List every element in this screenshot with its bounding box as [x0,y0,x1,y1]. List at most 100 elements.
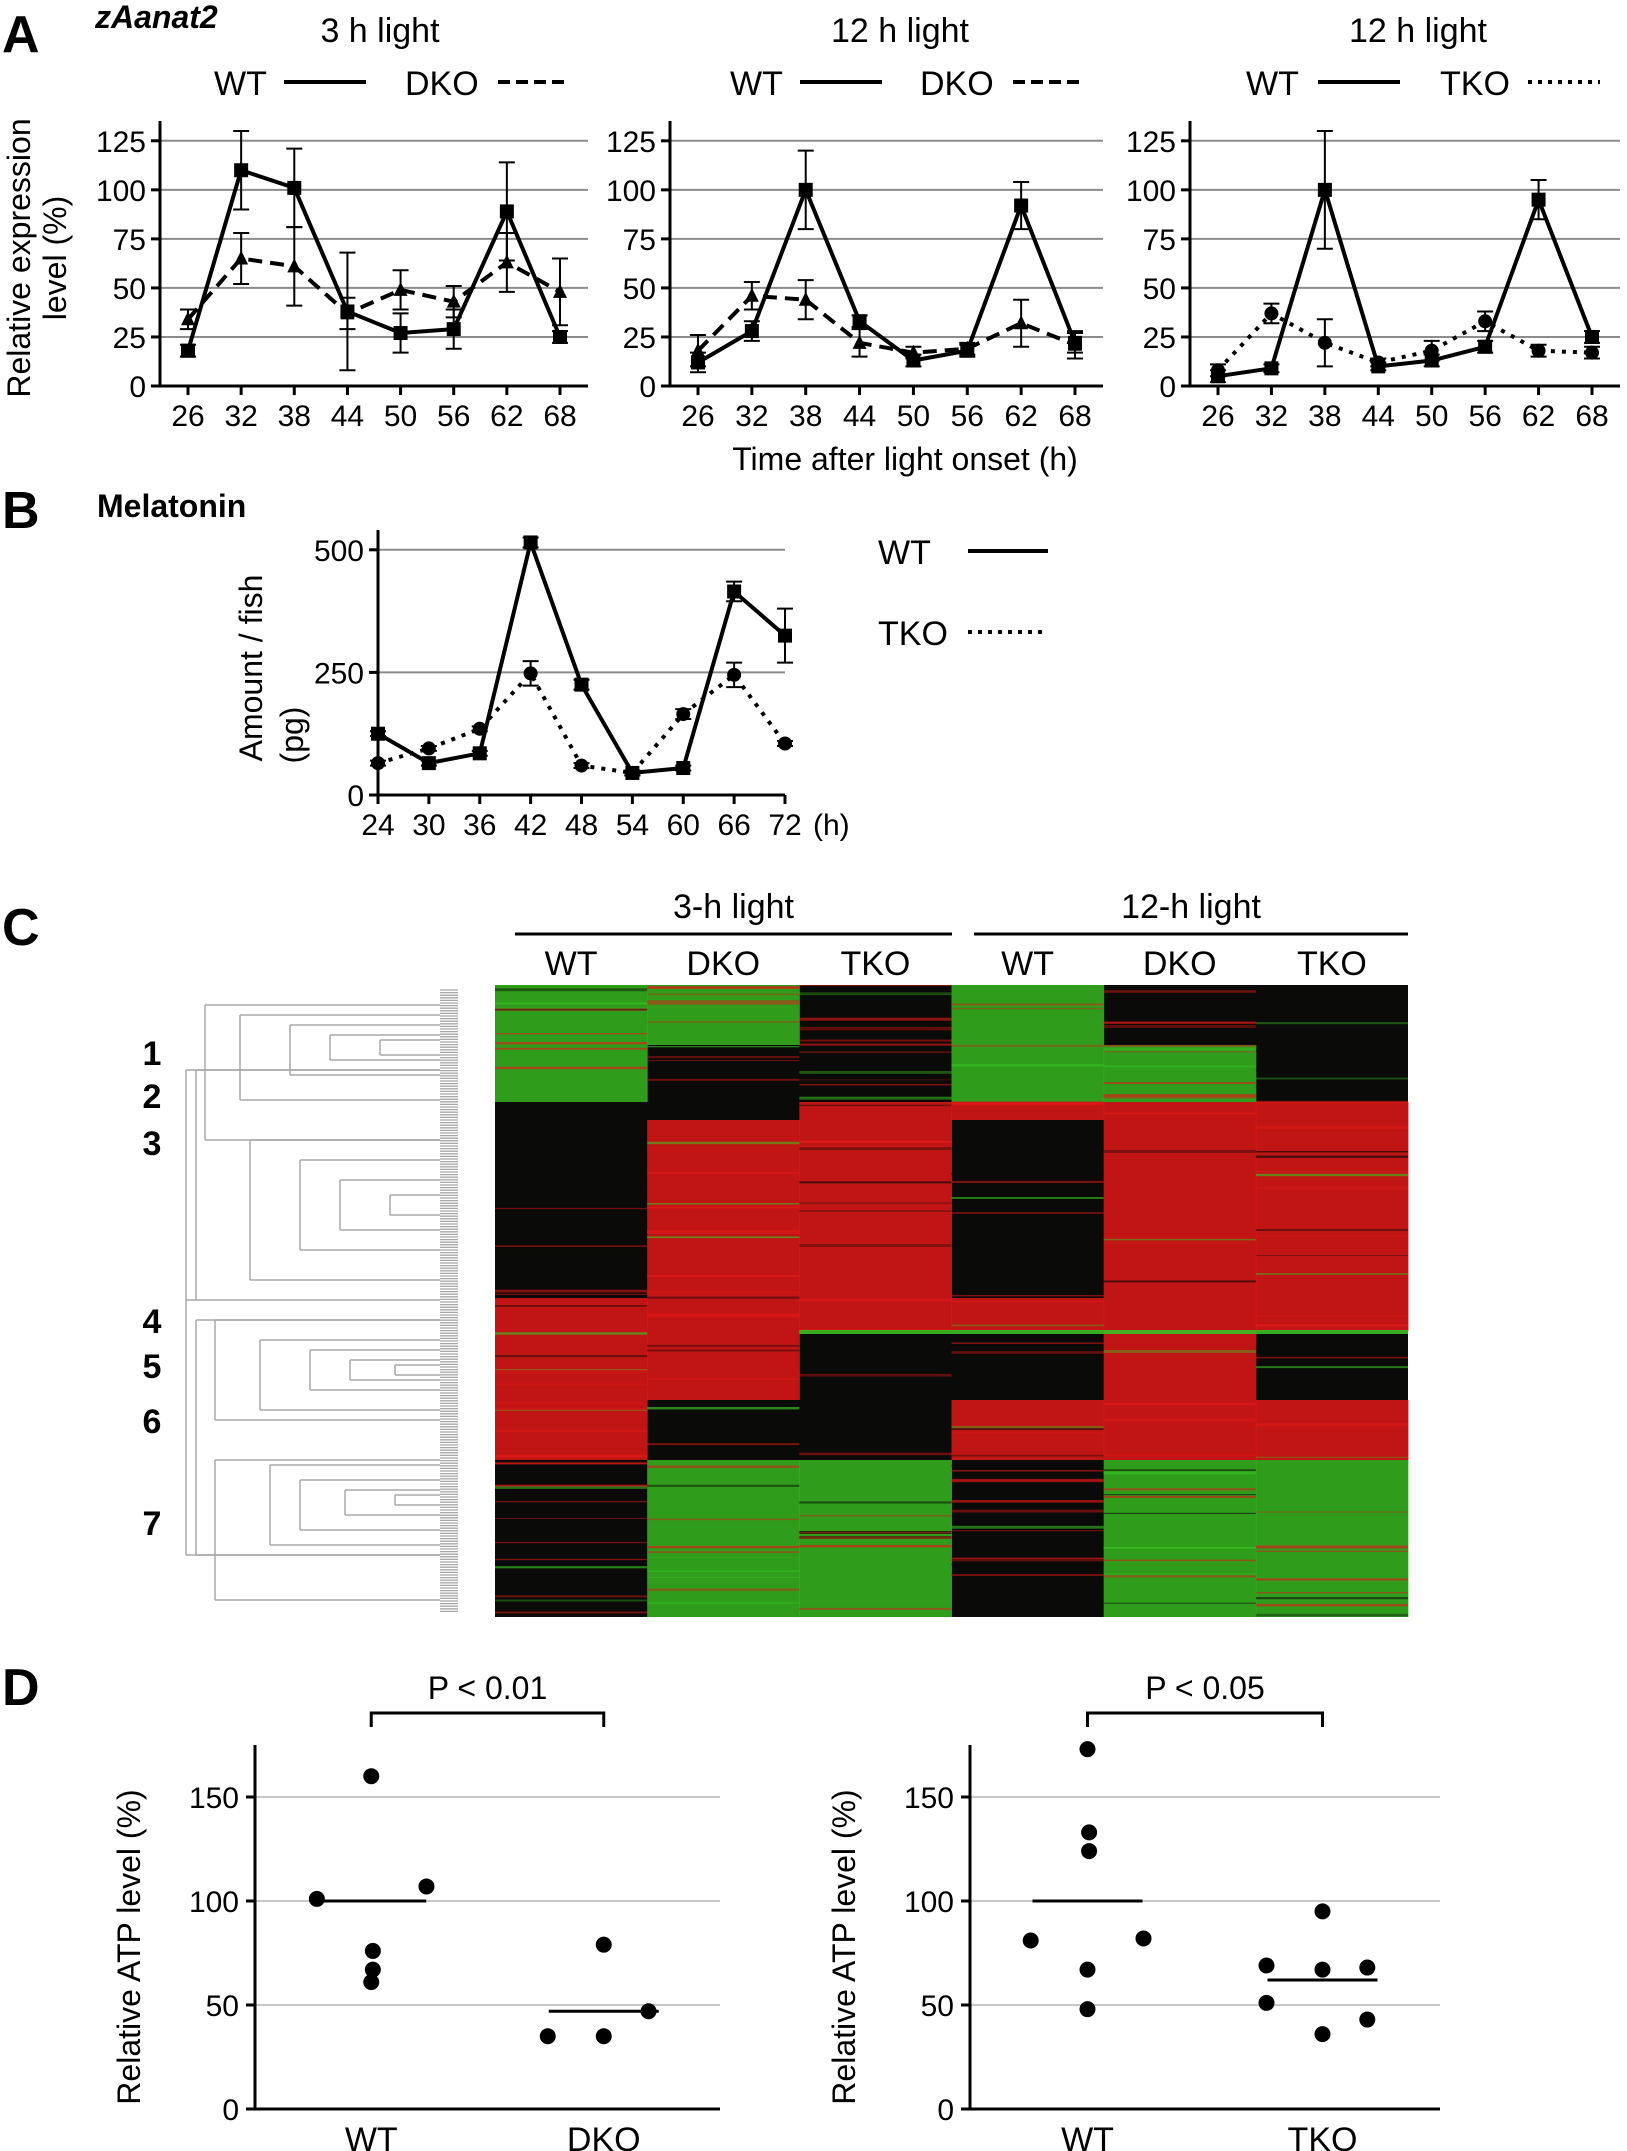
heatmap-streak [647,1021,800,1023]
data-point-square [499,204,514,219]
data-point-circle [1371,355,1386,370]
heatmap-streak [799,1536,952,1540]
heatmap-streak [495,1409,648,1412]
x-tick-label: 50 [897,400,930,433]
data-point [1258,1994,1275,2011]
heatmap-streak [951,1428,1104,1431]
heatmap-streak [495,1484,648,1486]
y-tick-label: 250 [314,657,364,690]
y-axis-label: Relative ATP level (%) [826,1789,862,2104]
heatmap-block [951,1045,1105,1102]
heatmap-streak [495,1595,648,1598]
data-point [539,2028,556,2045]
data-point [1314,1961,1331,1978]
heatmap-streak [647,1602,800,1604]
x-tick-label: 26 [171,400,204,433]
heatmap-streak [799,1298,952,1302]
significance-bracket [369,1711,606,1727]
chart-b: 0 250 500 24 30 36 42 48 54 60 66 72 (h) [314,530,850,842]
heatmap-block [1103,1400,1257,1460]
heatmap-column-label: DKO [1143,945,1217,983]
data-point-circle [625,765,640,780]
legend-b-wt-label: WT [878,534,931,572]
chart-title: 12 h light [831,12,970,50]
y-tick-label: 100 [189,1886,239,1919]
legend-label-dko: DKO [405,65,479,103]
heatmap-streak [495,1332,648,1335]
heatmap-block [951,1102,1105,1120]
x-tick-label: 50 [384,400,417,433]
data-point-triangle [553,283,567,298]
heatmap-streak [1103,1575,1256,1578]
x-tick-label: 66 [717,809,750,842]
heatmap-streak [647,1275,800,1277]
heatmap-streak [495,1184,648,1186]
heatmap-streak [495,1354,648,1358]
heatmap-streak [495,1008,648,1011]
heatmap-streak [495,1207,648,1210]
y-tick-label: 75 [1143,224,1176,257]
heatmap-streak [799,1329,952,1331]
x-tick-label: 26 [681,400,714,433]
y-tick-label: 25 [113,322,146,355]
heatmap-group-label: 3-h light [673,888,795,926]
heatmap-block [495,985,648,1045]
data-point-square [553,329,567,344]
data-point-triangle [798,291,813,306]
x-tick-label: 44 [1362,400,1395,433]
significance-label: P < 0.01 [428,1670,548,1706]
heatmap-streak [1255,1456,1408,1458]
heatmap-streak [799,1210,952,1212]
heatmap-column-label: TKO [840,945,910,983]
heatmap-streak [647,1046,800,1048]
heatmap-streak [799,1104,952,1107]
heatmap-streak [951,1063,1104,1067]
heatmap-streak [799,1028,952,1031]
heatmap-streak [495,1407,648,1411]
heatmap-streak [951,1479,1104,1483]
heatmap-streak [647,1545,800,1549]
heatmap-streak [647,1230,800,1234]
y-tick-label: 50 [623,273,656,306]
x-tick-label: 72 [768,809,801,842]
heatmap-streak [647,1059,800,1062]
heatmap-column-label: WT [545,945,598,983]
legend-b: WT TKO [878,534,1048,653]
heatmap-streak [799,1373,952,1377]
heatmap-streak [951,1470,1104,1472]
y-tick-label: 100 [96,175,146,208]
heatmap-streak [495,1305,648,1307]
heatmap-streak [799,1140,952,1143]
heatmap-streak [495,1002,648,1005]
x-tick-label: 30 [412,809,445,842]
heatmap-panel: 3-h light WT DKO TKO 12-h light WT DKO TKO 1 2 3 4 5… [143,888,1409,1617]
y-tick-label: 0 [222,2094,239,2127]
heatmap-block [1103,1102,1257,1120]
heatmap-streak [1255,1173,1408,1177]
heatmap-streak [495,1558,648,1561]
heatmap-streak [1255,1254,1408,1257]
y-tick-label: 150 [189,1782,239,1815]
data-point [308,1890,325,1907]
heatmap-column-label: TKO [1297,945,1367,983]
data-point [1079,2001,1096,2018]
x-tick-label: 24 [361,809,394,842]
cluster-label: 7 [143,1505,162,1543]
heatmap-streak [951,1529,1104,1532]
a-ylabel-line1: Relative expression [1,118,37,397]
data-point [1079,1961,1096,1978]
y-axis-label: Relative ATP level (%) [111,1789,147,2104]
heatmap-block [799,1120,952,1298]
heatmap-streak [799,1501,952,1504]
heatmap-streak [647,1001,800,1005]
panel-letter-b: B [2,482,40,540]
heatmap-streak [951,1003,1104,1006]
data-point-square [523,535,538,550]
data-point [1022,1932,1039,1949]
heatmap-streak [1255,1324,1408,1327]
heatmap-streak [1255,1545,1408,1549]
heatmap-streak [1255,1100,1408,1104]
heatmap-streak [1255,1032,1408,1035]
heatmap-streak [1103,1238,1256,1241]
heatmap-streak [799,1536,952,1539]
